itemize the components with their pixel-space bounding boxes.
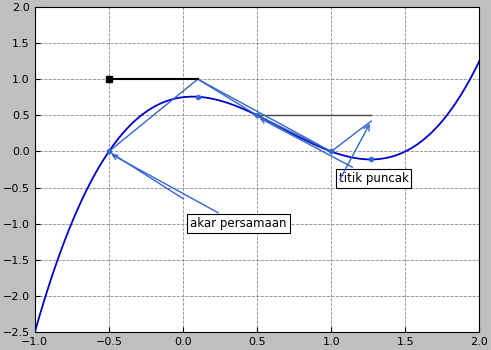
Text: akar persamaan: akar persamaan	[112, 155, 287, 230]
Text: titik puncak: titik puncak	[261, 119, 409, 185]
